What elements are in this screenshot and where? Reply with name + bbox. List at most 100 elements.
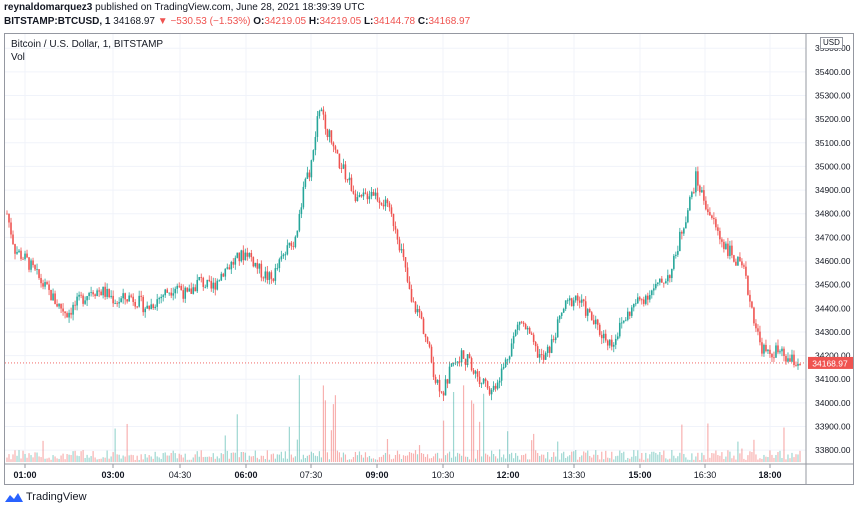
- volume-bar: [581, 455, 583, 462]
- candle-body: [741, 261, 743, 266]
- volume-bar: [150, 456, 152, 462]
- candle-body: [382, 204, 385, 207]
- x-tick-label: 18:00: [758, 470, 781, 480]
- candle-body: [180, 285, 183, 291]
- volume-bar: [541, 454, 543, 462]
- volume-bar: [108, 458, 110, 462]
- volume-bar: [28, 453, 30, 462]
- candle-body: [683, 228, 685, 234]
- volume-bar: [679, 452, 681, 462]
- candle-body: [358, 195, 361, 198]
- candle-body: [496, 382, 499, 389]
- volume-bar: [442, 420, 445, 462]
- candle-body: [92, 292, 94, 295]
- candle-body: [508, 356, 511, 360]
- volume-bar: [735, 459, 737, 462]
- volume-bar: [549, 459, 551, 462]
- candle-body: [354, 193, 357, 202]
- open-label: O:: [253, 16, 265, 27]
- volume-bar: [326, 452, 329, 462]
- volume-bar: [599, 459, 601, 462]
- volume-bar: [569, 455, 571, 462]
- volume-bar: [232, 452, 234, 462]
- candle-body: [693, 192, 695, 193]
- candle-body: [743, 265, 745, 267]
- candle-body: [194, 287, 197, 292]
- candle-body: [456, 361, 459, 363]
- candle-body: [789, 358, 791, 362]
- candle-body: [288, 242, 291, 246]
- candle-body: [518, 321, 521, 325]
- candle-body: [448, 366, 451, 384]
- candle-body: [172, 293, 175, 296]
- tradingview-logo[interactable]: TradingView: [5, 491, 87, 503]
- volume-bar: [609, 458, 611, 462]
- candle-body: [114, 303, 116, 304]
- volume-bar: [186, 459, 188, 462]
- candle-body: [582, 299, 585, 302]
- last-price-label: 34168.97: [812, 358, 848, 368]
- volume-bar: [575, 450, 577, 462]
- candle-body: [44, 282, 46, 287]
- volume-bar: [517, 455, 519, 462]
- volume-bar: [110, 456, 112, 462]
- candle-body: [600, 334, 603, 339]
- volume-bar: [382, 454, 385, 462]
- volume-bar: [288, 426, 290, 462]
- candle-body: [438, 379, 441, 392]
- candle-body: [638, 297, 641, 300]
- volume-bar: [42, 440, 44, 462]
- volume-bar: [240, 452, 242, 462]
- volume-bar: [583, 451, 585, 462]
- volume-bar: [80, 451, 82, 462]
- candle-body: [332, 142, 335, 147]
- volume-bar: [388, 454, 391, 462]
- x-tick-label: 15:00: [628, 470, 651, 480]
- candle-body: [462, 350, 465, 359]
- candle-body: [36, 269, 38, 270]
- currency-button[interactable]: USD: [820, 37, 843, 49]
- candle-body: [685, 222, 687, 229]
- volume-bar: [673, 455, 675, 462]
- volume-bar: [761, 458, 763, 462]
- volume-bar: [304, 458, 306, 462]
- candle-body: [540, 354, 543, 355]
- candle-body: [112, 295, 114, 304]
- candle-body: [422, 318, 425, 334]
- volume-bar: [675, 458, 677, 462]
- volume-bar: [158, 457, 160, 462]
- volume-bar: [378, 457, 381, 462]
- volume-bar: [749, 451, 751, 462]
- candle-body: [630, 307, 633, 316]
- candle-body: [188, 288, 191, 292]
- candle-body: [506, 359, 509, 361]
- candle-body: [244, 252, 247, 261]
- volume-bar: [719, 455, 721, 462]
- author-name[interactable]: reynaldomarquez3: [4, 2, 93, 13]
- volume-bar: [242, 451, 244, 462]
- candle-body: [578, 300, 581, 303]
- candle-body: [558, 315, 561, 320]
- volume-bar: [725, 456, 727, 462]
- candle-body: [516, 324, 519, 330]
- candle-body: [673, 255, 675, 269]
- volume-bar: [66, 453, 68, 462]
- volume-bar: [466, 456, 469, 462]
- candle-body: [26, 253, 28, 258]
- volume-bar: [292, 457, 294, 462]
- candle-body: [412, 301, 415, 303]
- volume-bar: [210, 457, 212, 462]
- candle-body: [252, 257, 255, 267]
- volume-bar: [408, 451, 411, 462]
- volume-bar: [751, 451, 753, 462]
- volume-bar: [621, 453, 623, 462]
- volume-bar: [82, 450, 84, 462]
- volume-bar: [78, 456, 80, 462]
- volume-bar: [573, 451, 575, 462]
- volume-bar: [100, 458, 102, 462]
- candle-body: [532, 334, 535, 342]
- candle-body: [162, 295, 164, 297]
- candle-body: [634, 303, 637, 305]
- candle-body: [649, 295, 651, 300]
